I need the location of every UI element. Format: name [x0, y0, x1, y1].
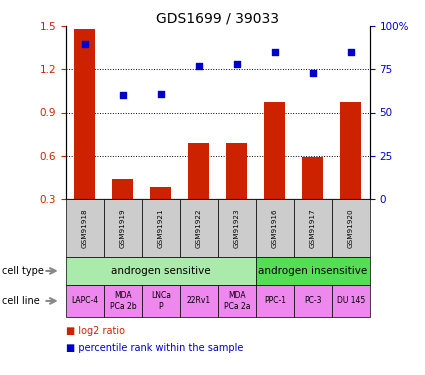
Text: ■ percentile rank within the sample: ■ percentile rank within the sample	[66, 343, 243, 353]
Bar	[150, 187, 171, 242]
Bar	[227, 143, 247, 242]
Text: GSM91919: GSM91919	[120, 208, 126, 248]
Text: ■ log2 ratio: ■ log2 ratio	[66, 326, 125, 336]
Point	[157, 90, 164, 96]
Text: GSM91916: GSM91916	[272, 208, 278, 248]
Bar	[302, 157, 323, 242]
Point	[272, 49, 278, 55]
Text: GSM91923: GSM91923	[234, 208, 240, 248]
Point	[119, 92, 126, 98]
Text: GSM91922: GSM91922	[196, 208, 202, 248]
Bar	[112, 178, 133, 242]
Point	[347, 49, 354, 55]
Text: androgen sensitive: androgen sensitive	[111, 266, 211, 276]
Point	[82, 40, 88, 46]
Text: 22Rv1: 22Rv1	[187, 297, 211, 306]
Text: GSM91920: GSM91920	[348, 208, 354, 248]
Bar	[188, 143, 209, 242]
Text: GSM91918: GSM91918	[82, 208, 88, 248]
Point	[233, 61, 240, 67]
Bar	[340, 102, 361, 242]
Text: GSM91917: GSM91917	[310, 208, 316, 248]
Text: PPC-1: PPC-1	[264, 297, 286, 306]
Text: PC-3: PC-3	[304, 297, 322, 306]
Bar	[264, 102, 285, 242]
Text: cell type: cell type	[2, 266, 44, 276]
Text: DU 145: DU 145	[337, 297, 365, 306]
Title: GDS1699 / 39033: GDS1699 / 39033	[156, 11, 279, 25]
Text: cell line: cell line	[2, 296, 40, 306]
Text: MDA
PCa 2b: MDA PCa 2b	[110, 291, 136, 310]
Text: androgen insensitive: androgen insensitive	[258, 266, 367, 276]
Bar	[74, 29, 95, 242]
Text: GSM91921: GSM91921	[158, 208, 164, 248]
Text: MDA
PCa 2a: MDA PCa 2a	[224, 291, 250, 310]
Text: LAPC-4: LAPC-4	[71, 297, 99, 306]
Point	[196, 63, 202, 69]
Point	[309, 70, 316, 76]
Text: LNCa
P: LNCa P	[151, 291, 171, 310]
